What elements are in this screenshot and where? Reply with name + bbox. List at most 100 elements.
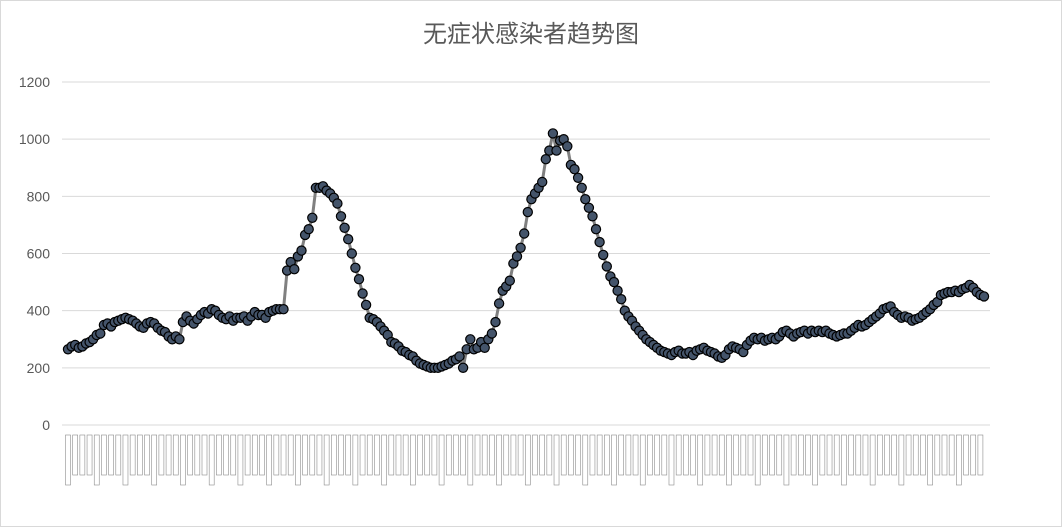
x-tick-label-mark — [855, 434, 862, 476]
x-tick-label-mark — [589, 434, 596, 476]
data-point — [360, 299, 372, 311]
x-tick-label-mark — [532, 434, 538, 476]
x-tick-label-mark — [718, 434, 725, 476]
x-tick-label-mark — [223, 434, 229, 476]
data-point — [95, 328, 106, 339]
x-tick-label-mark — [287, 434, 294, 476]
x-tick-label-mark — [841, 434, 847, 486]
data-point — [540, 153, 552, 165]
data-point — [332, 198, 343, 209]
data-point — [580, 193, 591, 205]
x-tick-label-mark — [762, 434, 768, 476]
data-point — [515, 242, 526, 253]
x-tick-label-mark — [776, 434, 783, 476]
x-tick-label-mark — [323, 434, 330, 486]
x-tick-label-mark — [86, 434, 93, 476]
x-tick-label-mark — [639, 434, 646, 486]
chart-title: 无症状感染者趋势图 — [423, 20, 639, 48]
x-tick-label-mark — [575, 434, 581, 476]
data-point — [307, 212, 318, 223]
x-tick-label-mark — [65, 434, 71, 486]
data-point — [335, 211, 347, 222]
x-tick-label-mark — [251, 434, 258, 476]
x-tick-label-mark — [783, 434, 790, 486]
x-tick-label-mark — [331, 434, 337, 476]
x-tick-label-mark — [797, 434, 804, 476]
data-point — [457, 362, 469, 373]
y-tick-label: 200 — [27, 360, 51, 376]
data-point — [357, 288, 368, 299]
x-tick-label-mark — [912, 434, 919, 476]
x-tick-label-mark — [338, 434, 344, 476]
x-tick-label-mark — [711, 434, 718, 476]
data-point — [289, 264, 300, 275]
data-point — [594, 236, 605, 248]
x-tick-label-mark — [259, 434, 265, 476]
data-point — [343, 233, 354, 245]
x-tick-label-mark — [754, 434, 761, 486]
x-tick-label-mark — [568, 434, 574, 476]
x-tick-label-mark — [194, 434, 201, 476]
data-point — [303, 223, 314, 235]
data-point — [504, 275, 515, 286]
x-tick-label-mark — [438, 434, 445, 486]
x-tick-label-mark — [604, 434, 610, 476]
x-tick-label-mark — [395, 434, 402, 476]
x-tick-label-mark — [381, 434, 387, 486]
data-point — [978, 291, 990, 302]
data-point — [479, 342, 490, 353]
x-tick-label-mark — [862, 434, 869, 476]
x-tick-label-mark — [963, 434, 969, 476]
data-point — [353, 274, 365, 285]
data-point — [346, 248, 357, 259]
x-tick-label-mark — [496, 434, 502, 486]
x-tick-label-mark — [697, 434, 704, 486]
x-tick-label-mark — [510, 434, 517, 476]
data-point — [511, 251, 523, 262]
x-tick-label-mark — [675, 434, 682, 476]
y-tick-label: 800 — [27, 188, 51, 204]
x-tick-label-mark — [93, 434, 100, 486]
x-tick-label-mark — [273, 434, 280, 476]
x-tick-label-mark — [309, 434, 316, 476]
x-tick-label-mark — [582, 434, 589, 486]
x-tick-label-mark — [805, 434, 811, 476]
x-tick-label-mark — [453, 434, 459, 476]
x-tick-label-mark — [172, 434, 179, 476]
data-point — [522, 206, 534, 218]
data-point — [612, 285, 623, 296]
x-tick-label-mark — [208, 434, 215, 486]
x-tick-label-mark — [101, 434, 107, 476]
x-tick-label-mark — [596, 434, 603, 476]
x-tick-label-mark — [898, 434, 905, 486]
data-point — [519, 228, 530, 239]
x-tick-label-mark — [216, 434, 222, 476]
x-tick-label-mark — [165, 434, 172, 476]
x-tick-label-mark — [927, 434, 933, 486]
data-point — [537, 176, 548, 188]
x-tick-label-mark — [359, 434, 366, 476]
x-tick-label-mark — [158, 434, 165, 476]
data-point — [350, 262, 361, 273]
data-point — [547, 128, 559, 139]
x-tick-label-mark — [266, 434, 272, 486]
x-tick-label-mark — [625, 434, 632, 476]
y-tick-label: 1200 — [19, 74, 50, 90]
x-tick-label-mark — [948, 434, 955, 476]
data-point — [576, 182, 587, 193]
x-tick-label-mark — [151, 434, 158, 486]
x-tick-label-mark — [941, 434, 948, 476]
x-tick-label-mark — [122, 434, 129, 486]
x-tick-label-mark — [833, 434, 840, 476]
y-tick-label: 400 — [27, 303, 51, 319]
data-point — [608, 276, 620, 288]
x-tick-label-mark — [137, 434, 143, 476]
x-tick-label-mark — [733, 434, 739, 476]
x-tick-label-mark — [539, 434, 545, 476]
x-tick-label-mark — [201, 434, 208, 476]
x-tick-label-mark — [819, 434, 826, 476]
x-tick-label-mark — [402, 434, 409, 476]
x-tick-label-mark — [144, 434, 150, 476]
data-point — [598, 249, 609, 261]
